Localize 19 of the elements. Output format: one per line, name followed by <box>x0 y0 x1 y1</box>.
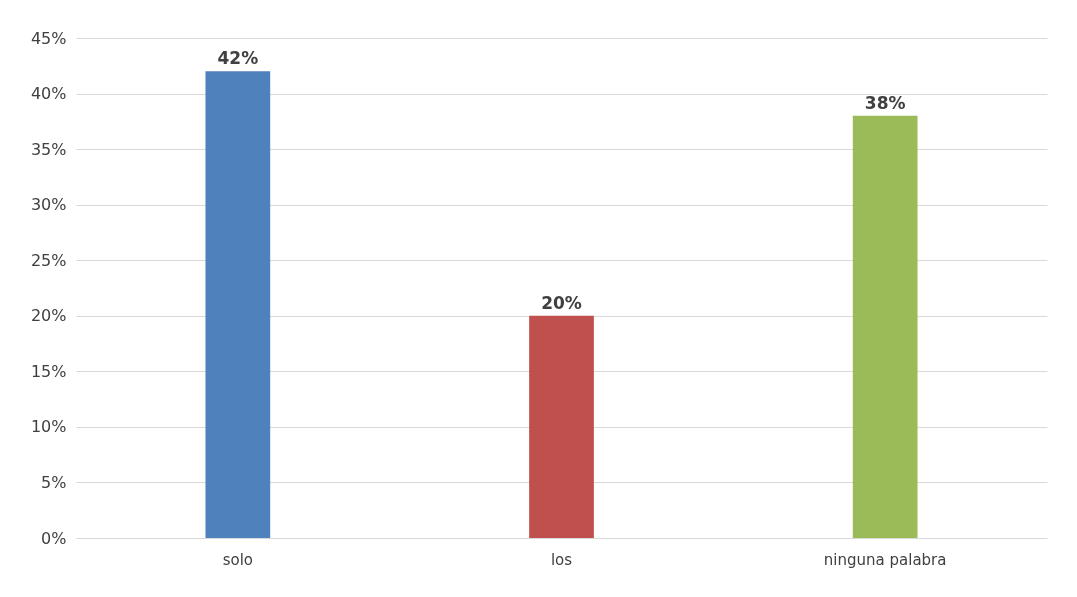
y-tick-label: 45% <box>30 28 67 48</box>
y-tick-label: 15% <box>30 361 67 381</box>
bar <box>205 71 271 538</box>
bar <box>529 315 594 538</box>
x-tick-label: los <box>550 550 573 569</box>
bar <box>852 115 918 538</box>
data-label: 20% <box>541 292 582 313</box>
x-tick-label: ninguna palabra <box>823 550 947 569</box>
data-label: 42% <box>217 48 259 69</box>
y-tick-label: 10% <box>30 417 67 437</box>
y-tick-label: 25% <box>30 250 67 270</box>
x-tick-label: solo <box>222 550 254 569</box>
y-tick-label: 5% <box>41 472 67 492</box>
data-label: 38% <box>864 92 906 113</box>
y-tick-label: 0% <box>41 528 67 548</box>
y-tick-label: 20% <box>30 306 67 326</box>
y-tick-label: 30% <box>30 195 67 215</box>
y-tick-label: 40% <box>30 84 67 104</box>
y-tick-label: 35% <box>30 139 67 159</box>
